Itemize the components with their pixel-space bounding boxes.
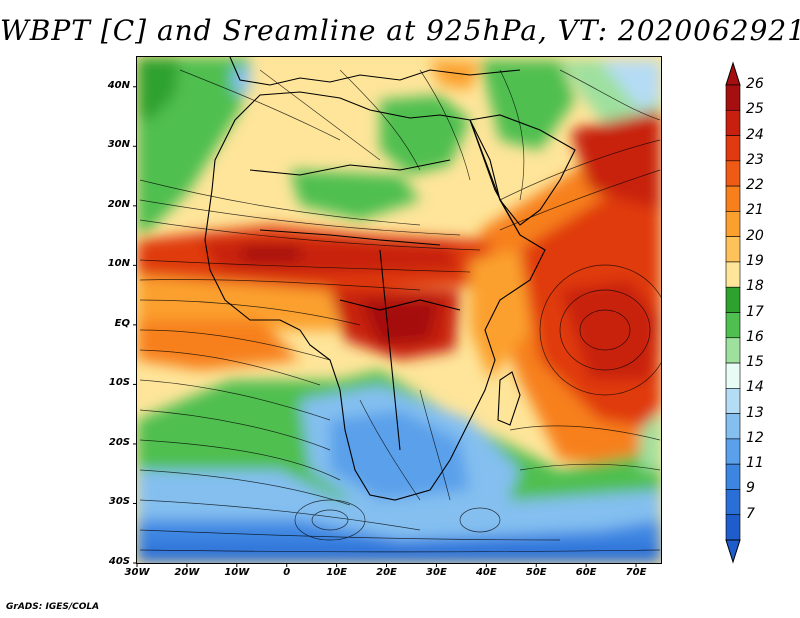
colorbar-level-label: 9 (746, 480, 755, 497)
lon-label: 20W (174, 567, 200, 578)
colorbar-swatch (725, 413, 741, 440)
lon-label: 60E (575, 567, 597, 578)
colorbar-swatch (725, 362, 741, 389)
colorbar-swatch (725, 236, 741, 263)
colorbar-swatch (725, 312, 741, 339)
lon-label: 10E (326, 567, 347, 578)
map-title: WBPT [C] and Sreamline at 925hPa, VT: 20… (0, 14, 800, 47)
colorbar-level-label: 15 (746, 354, 764, 371)
lat-label: 20S (108, 436, 130, 448)
lon-label: 10W (224, 567, 250, 578)
colorbar-level-label: 24 (746, 126, 764, 143)
colorbar-swatch (725, 286, 741, 313)
colorbar-top-arrow (725, 61, 741, 86)
colorbar-swatch (725, 489, 741, 516)
colorbar-level-label: 7 (746, 505, 755, 522)
lat-label: 40N (107, 79, 130, 91)
lon-label: 30E (426, 567, 447, 578)
colorbar-level-label: 21 (746, 202, 764, 219)
colorbar-level-label: 16 (746, 328, 764, 345)
lat-label: 40S (108, 556, 130, 567)
colorbar-level-label: 17 (746, 303, 764, 320)
colorbar-level-label: 19 (746, 252, 764, 269)
colorbar-swatch (725, 261, 741, 288)
colorbar-level-label: 18 (746, 278, 764, 295)
colorbar-swatch (725, 388, 741, 414)
colorbar-level-label: 25 (746, 101, 764, 118)
colorbar-swatch (725, 109, 741, 136)
lon-label: 30W (124, 567, 150, 578)
colorbar-swatch (725, 160, 741, 187)
lat-label: 20N (107, 198, 130, 210)
lon-label: 50E (525, 567, 547, 578)
colorbar-swatch (725, 514, 741, 541)
colorbar-level-label: 20 (746, 227, 764, 244)
colorbar-level-label: 12 (746, 429, 764, 446)
lon-label: 40E (475, 567, 497, 578)
colorbar-level-label: 13 (746, 404, 764, 421)
colorbar-swatch (725, 211, 741, 237)
lat-label: EQ (114, 317, 130, 329)
colorbar-swatch (725, 337, 741, 364)
lat-label: 10N (107, 258, 130, 270)
colorbar (725, 61, 741, 564)
colorbar-level-label: 22 (746, 177, 764, 194)
colorbar-level-label: 23 (746, 151, 764, 168)
map-frame (136, 56, 662, 564)
lon-label: 70E (625, 567, 647, 578)
grads-credit: GrADS: IGES/COLA (6, 602, 100, 612)
colorbar-swatch (725, 185, 741, 212)
colorbar-swatch (725, 135, 741, 162)
lat-label: 10S (108, 377, 130, 389)
coastlines (204, 57, 576, 501)
colorbar-swatch (725, 463, 741, 490)
lon-label: 0 (283, 567, 291, 578)
colorbar-level-label: 26 (746, 76, 764, 92)
colorbar-level-label: 11 (746, 455, 764, 472)
lat-label: 30N (107, 139, 130, 151)
streamlines (139, 69, 661, 553)
colorbar-swatch (725, 84, 741, 111)
colorbar-level-label: 14 (746, 379, 764, 396)
lon-label: 20E (376, 567, 397, 578)
colorbar-swatch (725, 438, 741, 465)
colorbar-bottom-arrow (725, 539, 741, 564)
lat-label: 30S (108, 496, 130, 508)
